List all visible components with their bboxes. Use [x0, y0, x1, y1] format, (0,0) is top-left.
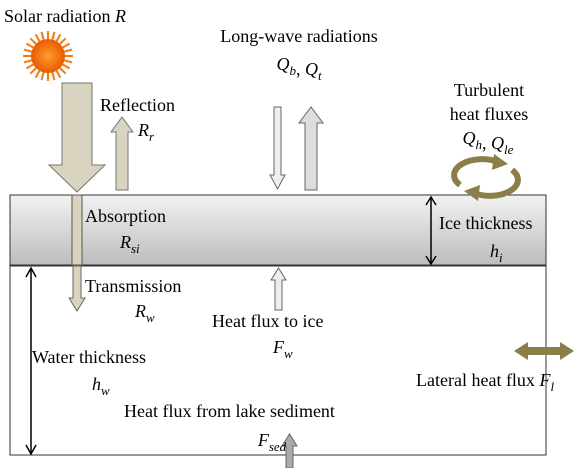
label: Water thickness — [32, 347, 146, 367]
symbol: Fsed — [257, 430, 287, 454]
symbol-sub: l — [550, 379, 554, 394]
label: Solar radiation R — [4, 6, 126, 26]
symbol: Rr — [137, 120, 155, 144]
symbol-sub: w — [146, 310, 155, 325]
symbol-sub: sed — [269, 439, 287, 454]
symbol-sub: b — [289, 63, 296, 78]
sun — [23, 31, 73, 81]
label: Turbulent — [454, 80, 524, 100]
symbol-base: R — [119, 232, 131, 252]
symbol-base: F — [272, 337, 285, 357]
symbol-sub: si — [131, 241, 140, 256]
symbol-sub: t — [318, 68, 322, 83]
symbol-base: h — [490, 241, 499, 261]
turbulent-arrows — [451, 156, 521, 199]
label: Reflection — [100, 95, 175, 115]
symbol: Qh, Qle — [463, 128, 514, 157]
symbol-sub: h — [476, 137, 483, 152]
symbol-base: R — [137, 120, 149, 140]
label: Transmission — [85, 276, 181, 296]
label: Absorption — [85, 206, 166, 226]
sediment-arrow — [281, 433, 298, 468]
symbol-base: R — [134, 301, 146, 321]
turbulent-head — [492, 154, 508, 170]
lateral-arrow — [514, 342, 574, 360]
label: Heat flux to ice — [212, 311, 323, 331]
symbol-sub: le — [504, 142, 514, 157]
longwave-up-arrow — [298, 106, 324, 191]
symbol-base: Q — [305, 59, 318, 79]
separator: , — [482, 133, 491, 153]
heat-flux-ice-arrow — [270, 267, 287, 311]
turbulent-head — [464, 185, 480, 201]
label: heat fluxes — [450, 104, 528, 124]
symbol-sub: r — [149, 129, 155, 144]
water-thickness-arrow — [25, 266, 37, 456]
symbol-sub: i — [499, 250, 503, 265]
symbol: Rw — [134, 301, 155, 325]
absorption-bar — [71, 194, 83, 266]
ice-thickness-arrow — [425, 195, 437, 266]
symbol-base: Q — [276, 54, 289, 74]
symbol-base: R — [114, 6, 126, 26]
label: Ice thickness — [439, 213, 532, 233]
symbol-base: F — [257, 430, 270, 450]
symbol-sub: w — [101, 383, 110, 398]
symbol: Fw — [272, 337, 293, 361]
symbol-sub: w — [284, 346, 293, 361]
symbol-base: h — [92, 374, 101, 394]
symbol: Qb, Qt — [276, 54, 322, 83]
separator: , — [296, 59, 305, 79]
solar-arrow — [47, 82, 107, 193]
label: Heat flux from lake sediment — [124, 401, 335, 421]
label: Long-wave radiations — [220, 26, 377, 46]
symbol-base: Q — [463, 128, 476, 148]
transmission-arrow — [68, 265, 86, 312]
longwave-down-arrow — [269, 106, 286, 191]
symbol: hw — [92, 374, 110, 398]
symbol-base: Q — [491, 133, 504, 153]
ice-layer — [9, 194, 547, 266]
symbol-base: F — [538, 370, 551, 390]
symbol: Rsi — [119, 232, 140, 256]
symbol: hi — [490, 241, 503, 265]
reflection-arrow — [110, 116, 134, 191]
